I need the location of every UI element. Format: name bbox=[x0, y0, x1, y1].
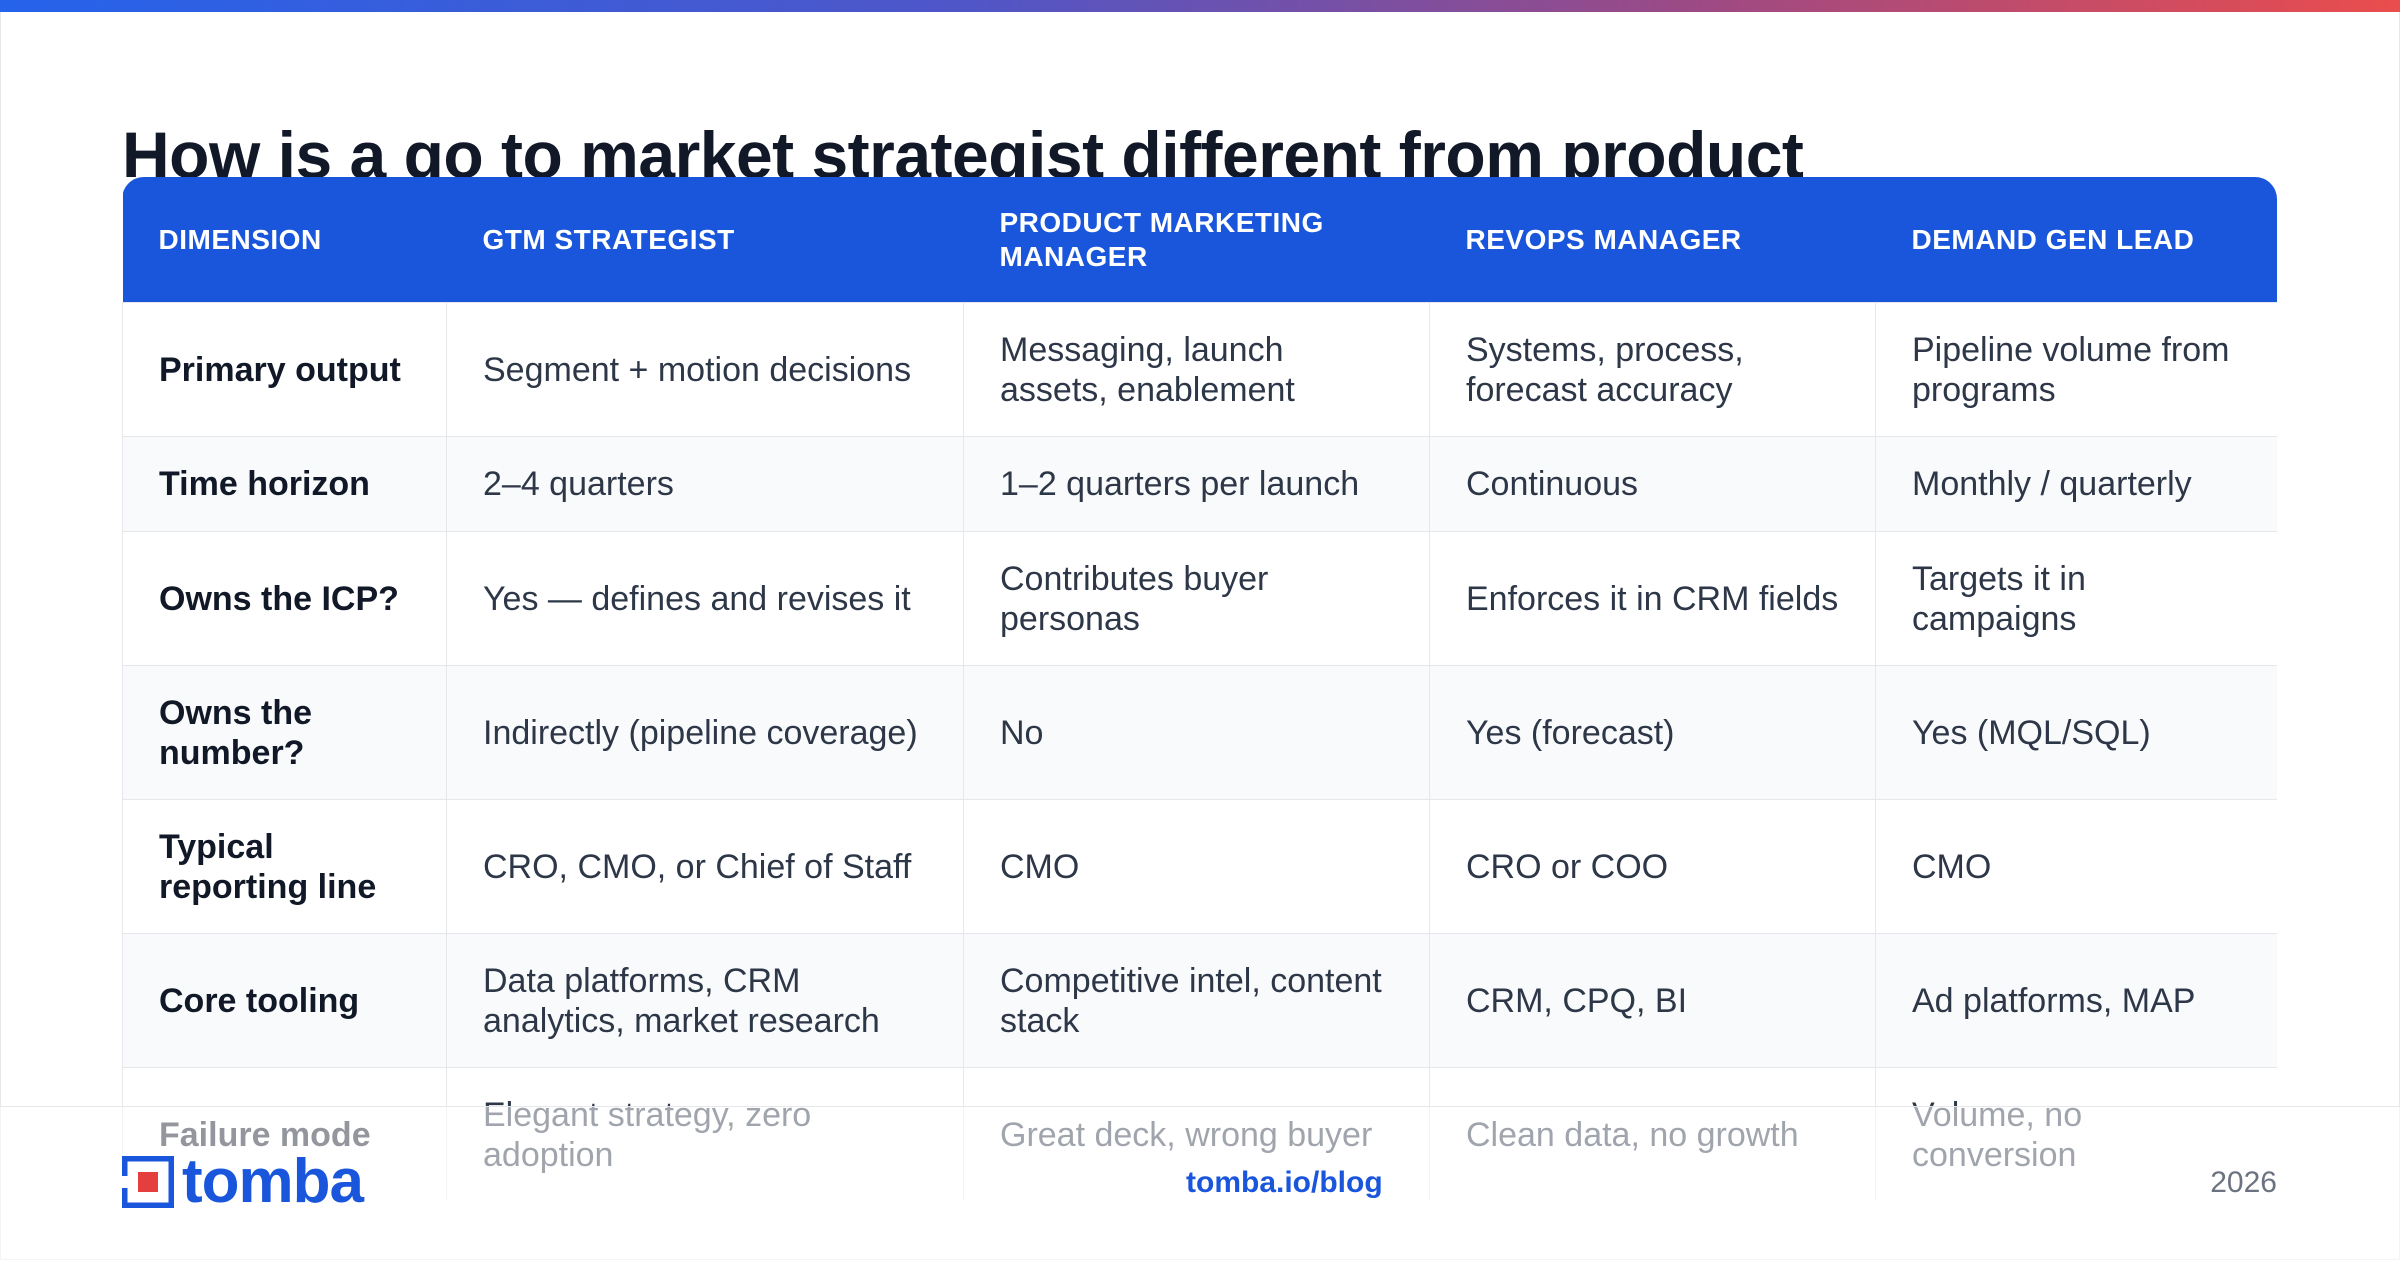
footer-year: 2026 bbox=[2210, 1166, 2277, 1199]
table-body: Primary output Segment + motion decision… bbox=[122, 302, 2277, 1201]
table-cell: Ad platforms, MAP bbox=[1875, 933, 2277, 1068]
table-row: Core tooling Data platforms, CRM analyti… bbox=[122, 933, 2277, 1068]
table-cell: Yes (MQL/SQL) bbox=[1875, 665, 2277, 800]
header-dimension: DIMENSION bbox=[122, 177, 447, 303]
table-row: Owns the number? Indirectly (pipeline co… bbox=[122, 665, 2277, 800]
table-cell: Enforces it in CRM fields bbox=[1429, 531, 1876, 666]
table-row: Owns the ICP? Yes — defines and revises … bbox=[122, 531, 2277, 666]
row-label: Core tooling bbox=[122, 933, 447, 1068]
table-row: Primary output Segment + motion decision… bbox=[122, 302, 2277, 437]
table-cell: Continuous bbox=[1429, 436, 1876, 532]
table-cell: Data platforms, CRM analytics, market re… bbox=[446, 933, 964, 1068]
footer bbox=[0, 1106, 2400, 1261]
table-cell: Competitive intel, content stack bbox=[963, 933, 1430, 1068]
table-cell: CMO bbox=[1875, 799, 2277, 934]
table-cell: Systems, process, forecast accuracy bbox=[1429, 302, 1876, 437]
header-gtm-strategist: GTM STRATEGIST bbox=[446, 177, 964, 303]
table-cell: No bbox=[963, 665, 1430, 800]
comparison-table: DIMENSION GTM STRATEGIST PRODUCT MARKETI… bbox=[122, 177, 2277, 1201]
header-row: DIMENSION GTM STRATEGIST PRODUCT MARKETI… bbox=[122, 177, 2277, 303]
gradient-accent-bar bbox=[0, 0, 2400, 12]
row-label: Primary output bbox=[122, 302, 447, 437]
table-cell: Yes (forecast) bbox=[1429, 665, 1876, 800]
table-cell: Targets it in campaigns bbox=[1875, 531, 2277, 666]
table-cell: Indirectly (pipeline coverage) bbox=[446, 665, 964, 800]
table-cell: Yes — defines and revises it bbox=[446, 531, 964, 666]
header-demand-gen-lead: DEMAND GEN LEAD bbox=[1875, 177, 2277, 303]
table-cell: 2–4 quarters bbox=[446, 436, 964, 532]
table-cell: CRO or COO bbox=[1429, 799, 1876, 934]
table-row: Typical reporting line CRO, CMO, or Chie… bbox=[122, 799, 2277, 934]
row-label: Owns the number? bbox=[122, 665, 447, 800]
header-product-marketing-manager: PRODUCT MARKETING MANAGER bbox=[963, 177, 1430, 303]
table-row: Time horizon 2–4 quarters 1–2 quarters p… bbox=[122, 436, 2277, 532]
logo-wordmark: tomba bbox=[182, 1147, 364, 1216]
table-cell: Contributes buyer personas bbox=[963, 531, 1430, 666]
table-cell: CMO bbox=[963, 799, 1430, 934]
header-revops-manager: REVOPS MANAGER bbox=[1429, 177, 1876, 303]
row-label: Typical reporting line bbox=[122, 799, 447, 934]
table-cell: Messaging, launch assets, enablement bbox=[963, 302, 1430, 437]
tomba-logo-icon bbox=[122, 1156, 174, 1208]
table-cell: CRM, CPQ, BI bbox=[1429, 933, 1876, 1068]
table-cell: Segment + motion decisions bbox=[446, 302, 964, 437]
table-cell: 1–2 quarters per launch bbox=[963, 436, 1430, 532]
table-header: DIMENSION GTM STRATEGIST PRODUCT MARKETI… bbox=[122, 177, 2277, 303]
table-cell: Monthly / quarterly bbox=[1875, 436, 2277, 532]
tomba-logo[interactable]: tomba bbox=[122, 1147, 364, 1216]
table-cell: Pipeline volume from programs bbox=[1875, 302, 2277, 437]
table-cell: CRO, CMO, or Chief of Staff bbox=[446, 799, 964, 934]
row-label: Time horizon bbox=[122, 436, 447, 532]
comparison-table-container: DIMENSION GTM STRATEGIST PRODUCT MARKETI… bbox=[122, 177, 2277, 1201]
page-title: How is a go to market strategist differe… bbox=[122, 118, 1804, 177]
row-label: Owns the ICP? bbox=[122, 531, 447, 666]
blog-link[interactable]: tomba.io/blog bbox=[1186, 1166, 1383, 1199]
